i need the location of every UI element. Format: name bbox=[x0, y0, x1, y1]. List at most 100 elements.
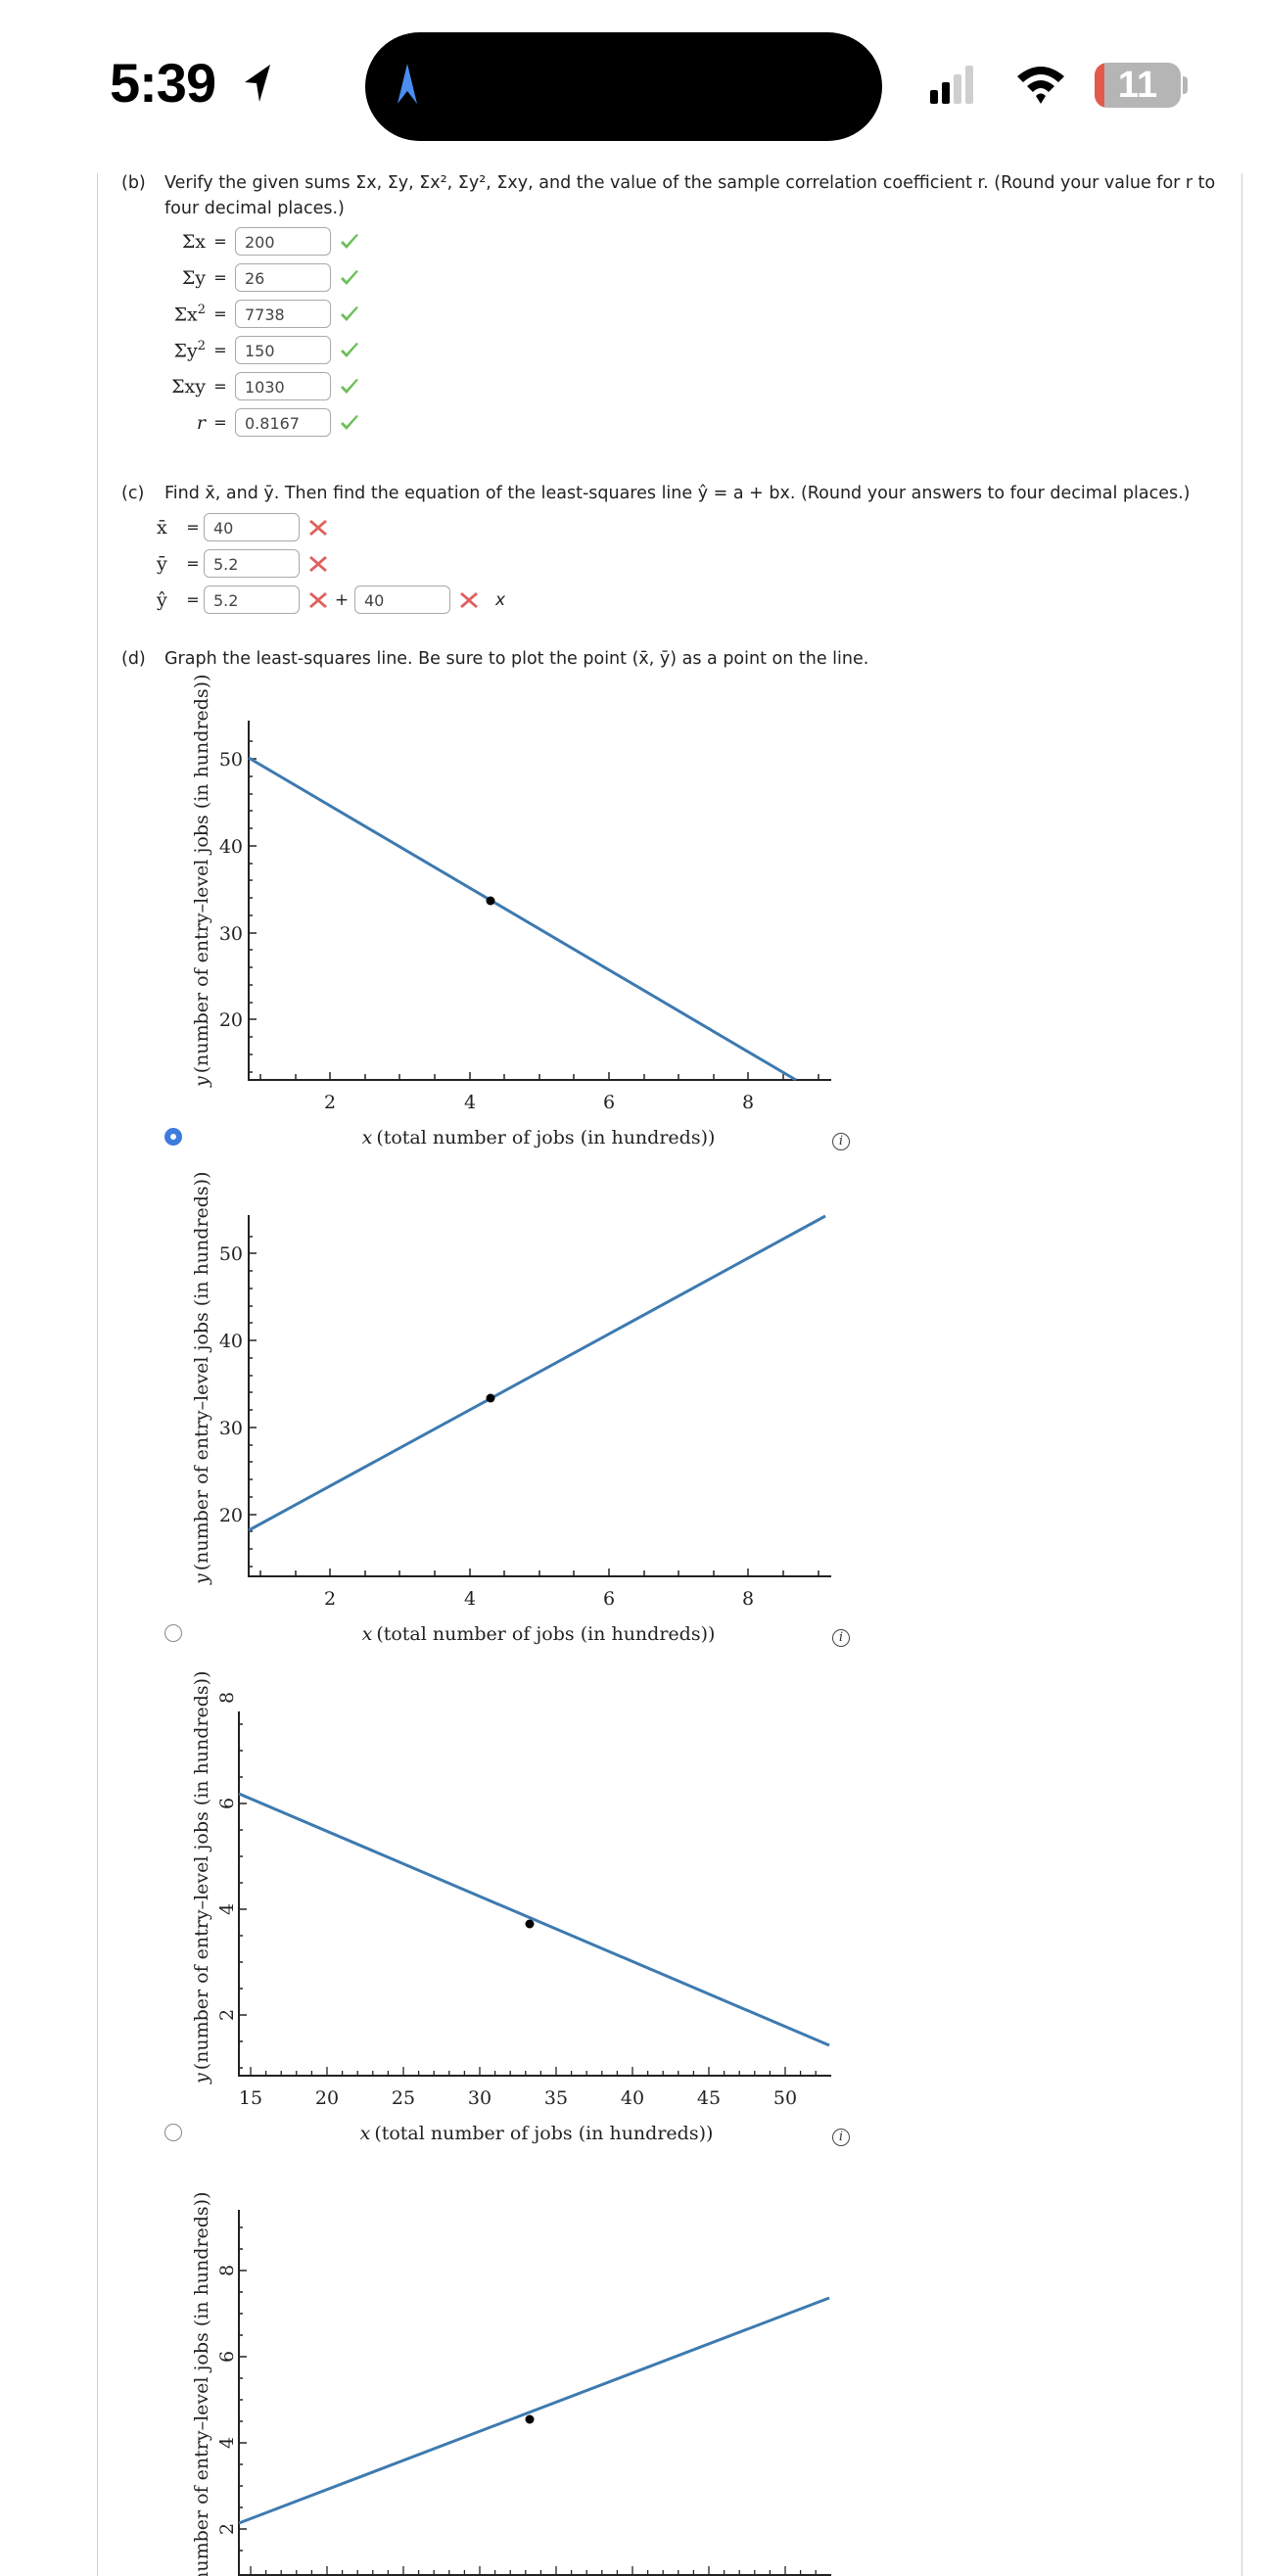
sum-y-input[interactable]: 26 bbox=[235, 263, 331, 292]
check-icon bbox=[341, 269, 358, 285]
graph-option-3-radio[interactable] bbox=[164, 2124, 182, 2141]
correlation-r-input[interactable]: 0.8167 bbox=[235, 408, 331, 437]
battery-indicator: 11 bbox=[1095, 63, 1181, 108]
sum-x-squared-input[interactable]: 7738 bbox=[235, 300, 331, 328]
part-c-fields: x̄ = 40 ȳ = 5.2 ŷ = 5.2 + 40 x bbox=[157, 509, 505, 618]
mean-point bbox=[525, 2414, 535, 2424]
field-label: Σy bbox=[181, 266, 206, 289]
svg-text:45: 45 bbox=[697, 2087, 721, 2109]
equals-sign: = bbox=[213, 413, 227, 432]
equals-sign: = bbox=[213, 341, 227, 359]
svg-text:4: 4 bbox=[216, 2437, 238, 2449]
info-icon[interactable]: i bbox=[832, 2129, 850, 2146]
svg-text:30: 30 bbox=[468, 2087, 491, 2109]
part-b-prompt: (b) Verify the given sums Σx, Σy, Σx², Σy… bbox=[121, 170, 1238, 221]
svg-text:40: 40 bbox=[621, 2087, 644, 2109]
svg-text:6: 6 bbox=[216, 2351, 238, 2363]
cross-icon bbox=[309, 555, 327, 572]
svg-text:40: 40 bbox=[219, 836, 243, 858]
field-row-correlation-r: r = 0.8167 bbox=[147, 404, 360, 441]
svg-text:15: 15 bbox=[239, 2087, 262, 2109]
part-c-prompt: (c) Find x̄, and ȳ. Then find the equatio… bbox=[121, 481, 1238, 506]
sum-x-input[interactable]: 200 bbox=[235, 227, 331, 256]
wifi-icon bbox=[1017, 67, 1064, 104]
part-d-label: (d) bbox=[121, 649, 146, 669]
check-icon bbox=[341, 305, 358, 321]
graph-option-1-radio[interactable] bbox=[164, 1128, 182, 1146]
navigation-arrow-icon bbox=[398, 64, 417, 104]
equals-sign: = bbox=[213, 268, 227, 287]
field-row-sum-y-squared: Σy2 = 150 bbox=[147, 332, 360, 368]
cross-icon bbox=[460, 591, 478, 608]
field-label: r bbox=[196, 411, 206, 434]
part-c-label: (c) bbox=[121, 484, 145, 503]
svg-text:20: 20 bbox=[219, 1009, 243, 1031]
svg-text:x(total number of jobs (in hun: x (total number of jobs (in hundreds)) bbox=[362, 1127, 716, 1148]
svg-text:2: 2 bbox=[216, 2523, 238, 2535]
page-right-border bbox=[1241, 173, 1242, 2576]
info-icon[interactable]: i bbox=[832, 1133, 850, 1150]
sum-y-squared-input[interactable]: 150 bbox=[235, 336, 331, 364]
svg-text:2: 2 bbox=[324, 1588, 336, 1610]
svg-text:6: 6 bbox=[603, 1588, 615, 1610]
equals-sign: = bbox=[186, 590, 200, 609]
svg-text:8: 8 bbox=[742, 1588, 754, 1610]
equals-sign: = bbox=[213, 377, 227, 396]
battery-level: 11 bbox=[1117, 65, 1158, 106]
part-d-prompt: (d) Graph the least-squares line. Be sure… bbox=[121, 646, 1238, 672]
field-label: Σy bbox=[173, 340, 198, 362]
graph-option-2-radio[interactable] bbox=[164, 1624, 182, 1642]
svg-text:50: 50 bbox=[219, 1243, 243, 1265]
superscript: 2 bbox=[197, 302, 206, 317]
x-bar-input[interactable]: 40 bbox=[204, 513, 300, 541]
intercept-a-input[interactable]: 5.2 bbox=[204, 585, 300, 614]
y-bar-input[interactable]: 5.2 bbox=[204, 549, 300, 578]
equals-sign: = bbox=[186, 554, 200, 573]
field-label: Σx bbox=[181, 230, 206, 253]
svg-text:8: 8 bbox=[216, 1692, 238, 1704]
slope-b-input[interactable]: 40 bbox=[354, 585, 450, 614]
cellular-signal-icon bbox=[930, 66, 973, 104]
svg-text:4: 4 bbox=[464, 1588, 476, 1610]
check-icon bbox=[341, 414, 358, 430]
field-row-x-bar: x̄ = 40 bbox=[157, 509, 505, 545]
sum-xy-input[interactable]: 1030 bbox=[235, 372, 331, 400]
regression-line bbox=[238, 2296, 830, 2525]
check-icon bbox=[341, 342, 358, 357]
svg-text:8: 8 bbox=[216, 2265, 238, 2276]
part-d-text: Graph the least-squares line. Be sure to… bbox=[164, 649, 869, 669]
info-icon[interactable]: i bbox=[832, 1629, 850, 1647]
svg-text:y(number of entry–level jobs (: y(number of entry–level jobs (in hundred… bbox=[191, 674, 212, 1088]
svg-text:6: 6 bbox=[603, 1092, 615, 1113]
svg-text:20: 20 bbox=[315, 2087, 339, 2109]
svg-text:50: 50 bbox=[773, 2087, 797, 2109]
page-left-border bbox=[97, 173, 98, 2576]
part-b-fields: Σx = 200 Σy = 26 Σx2 = 7738 Σy2 = 150 Σx… bbox=[147, 223, 360, 441]
field-label: ȳ bbox=[157, 552, 167, 575]
mean-point bbox=[486, 896, 495, 906]
cross-icon bbox=[309, 519, 327, 536]
svg-text:2: 2 bbox=[216, 2009, 238, 2021]
svg-text:50: 50 bbox=[219, 749, 243, 771]
battery-cap bbox=[1183, 76, 1188, 94]
svg-text:25: 25 bbox=[392, 2087, 415, 2109]
check-icon bbox=[341, 233, 358, 249]
svg-text:40: 40 bbox=[219, 1331, 243, 1352]
svg-text:30: 30 bbox=[219, 1418, 243, 1439]
part-b-label: (b) bbox=[121, 173, 146, 193]
field-label: Σx bbox=[173, 304, 198, 326]
field-row-sum-x: Σx = 200 bbox=[147, 223, 360, 259]
field-label: Σxy bbox=[171, 375, 206, 398]
svg-text:y(number of entry–level jobs (: y(number of entry–level jobs (in hundred… bbox=[191, 2191, 212, 2576]
regression-line bbox=[238, 1792, 830, 2047]
svg-text:x(total number of jobs (in hun: x (total number of jobs (in hundreds)) bbox=[360, 2123, 714, 2144]
superscript: 2 bbox=[197, 338, 206, 353]
svg-text:2: 2 bbox=[324, 1092, 336, 1113]
svg-text:x(total number of jobs (in hun: x (total number of jobs (in hundreds)) bbox=[362, 1623, 716, 1645]
field-row-y-bar: ȳ = 5.2 bbox=[157, 545, 505, 582]
svg-text:4: 4 bbox=[464, 1092, 476, 1113]
